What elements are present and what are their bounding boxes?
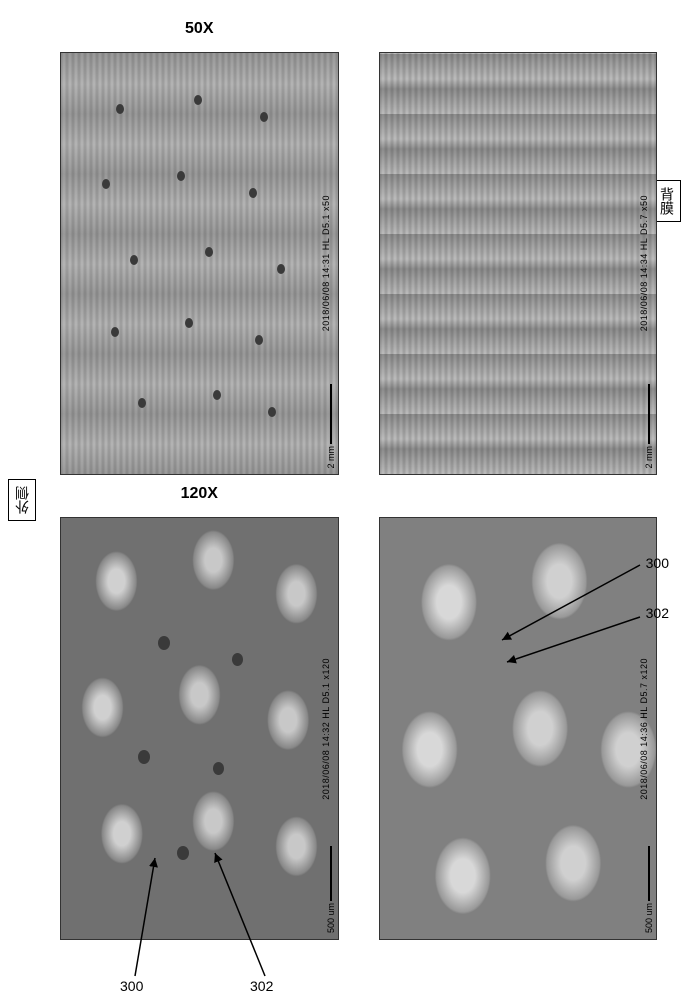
callout-302-right: 302: [646, 605, 669, 621]
scalebar: 2 mm: [644, 384, 654, 469]
scalebar-line: [648, 384, 650, 444]
micrograph-back-50x: [380, 53, 657, 474]
pores-120x-outer: [61, 518, 338, 939]
scalebar-label: 2 mm: [644, 446, 654, 469]
scalebar-label: 500 um: [326, 903, 336, 933]
metadata-text: 2018/06/08 14:36 HL D5.7 x120: [639, 658, 649, 800]
scalebar: 500 um: [326, 846, 336, 933]
scalebar: 500 um: [644, 846, 654, 933]
scalebar: 2 mm: [326, 384, 336, 469]
metadata-text: 2018/06/08 14:31 HL D5.1 x50: [321, 195, 331, 331]
scalebar-label: 500 um: [644, 903, 654, 933]
micrograph-outer-50x: [61, 53, 338, 474]
figure-grid: 50X 2018/06/08 14:31 HL D5.1 x50 2 mm 20…: [0, 0, 687, 1000]
scalebar-line: [330, 384, 332, 444]
panel-back-50x: 2018/06/08 14:34 HL D5.7 x50 2 mm: [379, 52, 658, 475]
panel-outer-120x: 2018/06/08 14:32 HL D5.1 x120 500 um: [60, 517, 339, 940]
panel-back-120x: 2018/06/08 14:36 HL D5.7 x120 500 um: [379, 517, 658, 940]
callout-302-left: 302: [250, 978, 273, 994]
callout-300-left: 300: [120, 978, 143, 994]
panel-outer-50x: 2018/06/08 14:31 HL D5.1 x50 2 mm: [60, 52, 339, 475]
micrograph-back-120x: [380, 518, 657, 939]
metadata-text: 2018/06/08 14:32 HL D5.1 x120: [321, 658, 331, 800]
metadata-text: 2018/06/08 14:34 HL D5.7 x50: [639, 195, 649, 331]
spacer-top-right: [379, 20, 658, 42]
micrograph-outer-120x: [61, 518, 338, 939]
spacer-mid-right: [379, 485, 658, 507]
callout-300-right: 300: [646, 555, 669, 571]
scalebar-label: 2 mm: [326, 446, 336, 469]
scalebar-line: [648, 846, 650, 901]
pores-50x-outer: [61, 53, 338, 474]
mag-label-50: 50X: [60, 20, 339, 42]
scalebar-line: [330, 846, 332, 901]
mag-label-120: 120X: [60, 485, 339, 507]
